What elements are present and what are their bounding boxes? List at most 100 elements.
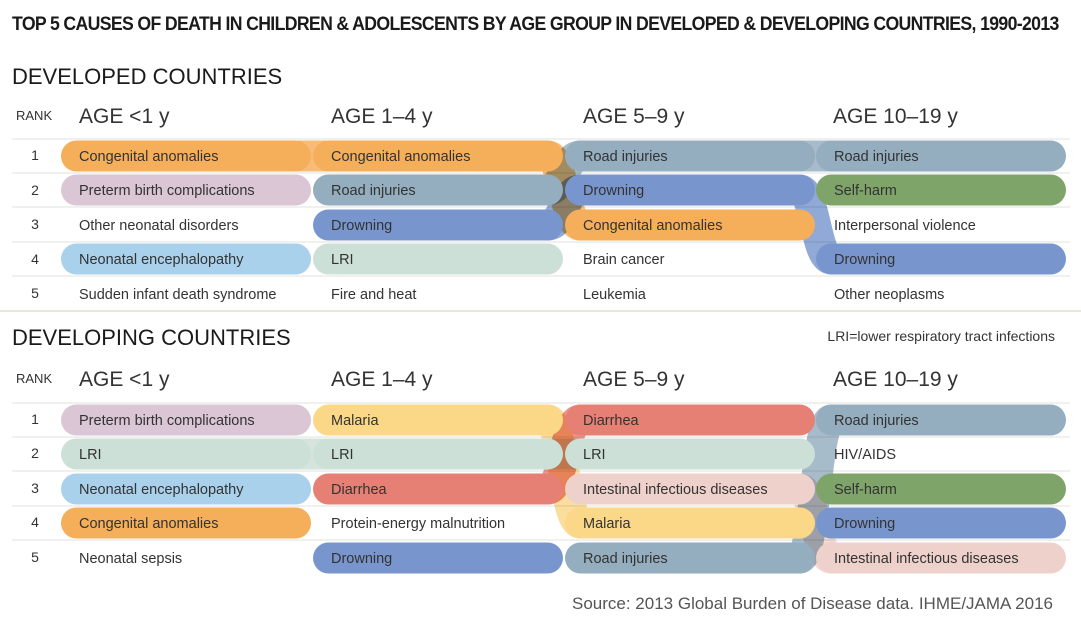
cause-bar-congenital-anomalies xyxy=(565,209,815,241)
cause-bar-road-injuries xyxy=(565,140,815,172)
cause-label-fire-and-heat: Fire and heat xyxy=(331,287,416,303)
cause-bar-drowning xyxy=(816,507,1066,539)
cause-label-road-injuries: Road injuries xyxy=(583,149,668,165)
cause-label-protein-energy-malnutrition: Protein-energy malnutrition xyxy=(331,516,505,532)
cause-bar-drowning xyxy=(313,209,563,241)
cause-label-diarrhea: Diarrhea xyxy=(331,482,388,498)
cause-label-lri: LRI xyxy=(79,447,102,463)
rank-number-developing: 1 xyxy=(31,411,39,427)
cause-bar-intestinal-infectious-diseases xyxy=(816,542,1066,574)
cause-bar-diarrhea xyxy=(313,473,563,505)
cause-label-hiv-aids: HIV/AIDS xyxy=(834,447,896,463)
cause-label-road-injuries: Road injuries xyxy=(583,551,668,567)
cause-bar-preterm-birth-complications xyxy=(61,174,311,206)
cause-label-preterm-birth-complications: Preterm birth complications xyxy=(79,413,255,429)
age-header-developed-0: AGE <1 y xyxy=(79,105,170,128)
cause-bar-lri xyxy=(565,438,815,470)
rank-number-developing: 4 xyxy=(31,514,39,530)
cause-label-intestinal-infectious-diseases: Intestinal infectious diseases xyxy=(583,482,768,498)
cause-label-lri: LRI xyxy=(583,447,606,463)
abbreviation-note: LRI=lower respiratory tract infections xyxy=(827,328,1055,344)
cause-bar-preterm-birth-complications xyxy=(61,404,311,436)
cause-bar-congenital-anomalies xyxy=(313,140,563,172)
cause-label-congenital-anomalies: Congenital anomalies xyxy=(331,149,470,165)
cause-label-neonatal-sepsis: Neonatal sepsis xyxy=(79,551,182,567)
rank-header-developed: RANK xyxy=(16,108,53,123)
cause-label-road-injuries: Road injuries xyxy=(834,149,919,165)
cause-label-other-neoplasms: Other neoplasms xyxy=(834,287,944,303)
cause-bar-malaria xyxy=(565,507,815,539)
cause-label-brain-cancer: Brain cancer xyxy=(583,252,665,268)
age-header-developing-2: AGE 5–9 y xyxy=(583,368,685,391)
cause-label-sudden-infant-death-syndrome: Sudden infant death syndrome xyxy=(79,287,277,303)
section-divider xyxy=(0,310,1081,312)
cause-label-neonatal-encephalopathy: Neonatal encephalopathy xyxy=(79,482,244,498)
age-header-developing-1: AGE 1–4 y xyxy=(331,368,433,391)
chart-title: TOP 5 CAUSES OF DEATH IN CHILDREN & ADOL… xyxy=(12,14,1059,35)
pills-1: Preterm birth complications LRI Neonatal e… xyxy=(61,404,1066,574)
cause-bar-congenital-anomalies xyxy=(61,140,311,172)
cause-label-diarrhea: Diarrhea xyxy=(583,413,640,429)
cause-label-self-harm: Self-harm xyxy=(834,183,897,199)
cause-label-preterm-birth-complications: Preterm birth complications xyxy=(79,183,255,199)
panel-0: Congenital anomalies Preterm birth compli… xyxy=(12,138,1070,303)
cause-bar-drowning xyxy=(313,542,563,574)
rank-number-developed: 3 xyxy=(31,216,39,232)
cause-bar-lri xyxy=(313,243,563,275)
rank-number-developed: 1 xyxy=(31,147,39,163)
cause-bar-intestinal-infectious-diseases xyxy=(565,473,815,505)
panel-1: Preterm birth complications LRI Neonatal e… xyxy=(12,402,1070,574)
section-title-developed: DEVELOPED COUNTRIES xyxy=(12,64,283,89)
cause-bar-road-injuries xyxy=(816,140,1066,172)
cause-label-malaria: Malaria xyxy=(331,413,379,429)
cause-label-lri: LRI xyxy=(331,447,354,463)
cause-label-self-harm: Self-harm xyxy=(834,482,897,498)
cause-label-lri: LRI xyxy=(331,252,354,268)
cause-bar-diarrhea xyxy=(565,404,815,436)
cause-bar-drowning xyxy=(816,243,1066,275)
age-header-developed-3: AGE 10–19 y xyxy=(833,105,958,128)
pills-0: Congenital anomalies Preterm birth compli… xyxy=(61,140,1066,303)
source-note: Source: 2013 Global Burden of Disease da… xyxy=(572,594,1053,613)
cause-label-other-neonatal-disorders: Other neonatal disorders xyxy=(79,218,239,234)
cause-bar-road-injuries xyxy=(816,404,1066,436)
cause-label-intestinal-infectious-diseases: Intestinal infectious diseases xyxy=(834,551,1019,567)
cause-label-drowning: Drowning xyxy=(583,183,644,199)
cause-bar-lri xyxy=(313,438,563,470)
rank-number-developed: 5 xyxy=(31,285,39,301)
cause-label-drowning: Drowning xyxy=(834,252,895,268)
cause-bar-lri xyxy=(61,438,311,470)
cause-bar-road-injuries xyxy=(313,174,563,206)
rank-number-developed: 2 xyxy=(31,182,39,198)
cause-bar-neonatal-encephalopathy xyxy=(61,473,311,505)
cause-label-drowning: Drowning xyxy=(834,516,895,532)
cause-label-neonatal-encephalopathy: Neonatal encephalopathy xyxy=(79,252,244,268)
cause-label-drowning: Drowning xyxy=(331,218,392,234)
cause-label-congenital-anomalies: Congenital anomalies xyxy=(583,218,722,234)
cause-bar-drowning xyxy=(565,174,815,206)
cause-label-leukemia: Leukemia xyxy=(583,287,647,303)
cause-label-road-injuries: Road injuries xyxy=(834,413,919,429)
cause-label-drowning: Drowning xyxy=(331,551,392,567)
rank-number-developing: 3 xyxy=(31,480,39,496)
cause-label-interpersonal-violence: Interpersonal violence xyxy=(834,218,976,234)
cause-bar-self-harm xyxy=(816,174,1066,206)
rank-number-developed: 4 xyxy=(31,251,39,267)
rank-number-developing: 5 xyxy=(31,549,39,565)
age-header-developing-3: AGE 10–19 y xyxy=(833,368,958,391)
cause-bar-congenital-anomalies xyxy=(61,507,311,539)
age-header-developing-0: AGE <1 y xyxy=(79,368,170,391)
age-header-developed-2: AGE 5–9 y xyxy=(583,105,685,128)
rank-number-developing: 2 xyxy=(31,445,39,461)
cause-bar-road-injuries xyxy=(565,542,815,574)
cause-label-congenital-anomalies: Congenital anomalies xyxy=(79,516,218,532)
rank-header-developing: RANK xyxy=(16,371,53,386)
cause-label-road-injuries: Road injuries xyxy=(331,183,416,199)
cause-bar-malaria xyxy=(313,404,563,436)
cause-bar-neonatal-encephalopathy xyxy=(61,243,311,275)
cause-label-congenital-anomalies: Congenital anomalies xyxy=(79,149,218,165)
section-title-developing: DEVELOPING COUNTRIES xyxy=(12,325,291,350)
cause-label-malaria: Malaria xyxy=(583,516,631,532)
